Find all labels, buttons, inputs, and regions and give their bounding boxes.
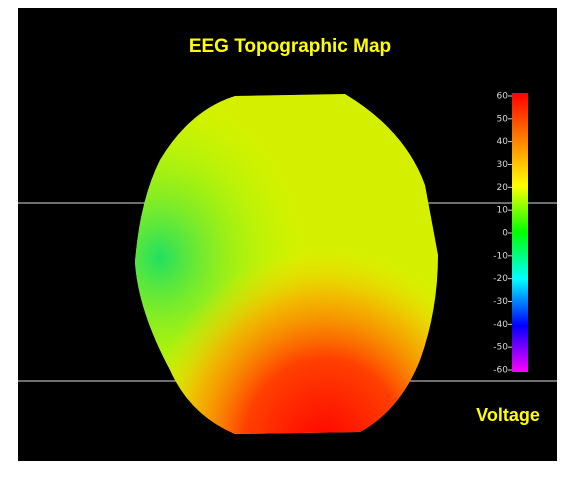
- colorbar: [512, 93, 528, 372]
- colorbar-tick-label: 40: [497, 137, 509, 147]
- head-map: [135, 94, 438, 434]
- colorbar-tick-label: 20: [497, 183, 509, 193]
- colorbar-tick-label: 60: [497, 92, 509, 102]
- colorbar-tick-label: 10: [497, 206, 509, 216]
- chart-title: EEG Topographic Map: [189, 36, 391, 57]
- colorbar-tick-label: -30: [493, 297, 508, 307]
- colorbar-label: Voltage: [476, 405, 540, 425]
- colorbar-tick-label: -20: [493, 274, 508, 284]
- colorbar-tick-label: -10: [493, 251, 508, 261]
- colorbar-tick-label: -50: [493, 343, 508, 353]
- colorbar-tick-label: 30: [497, 160, 509, 170]
- colorbar-tick-label: 0: [502, 229, 508, 239]
- map-region: [135, 94, 438, 434]
- colorbar-tick-label: -60: [493, 366, 508, 376]
- colorbar-tick-label: -40: [493, 320, 508, 330]
- colorbar-tick-label: 50: [497, 114, 509, 124]
